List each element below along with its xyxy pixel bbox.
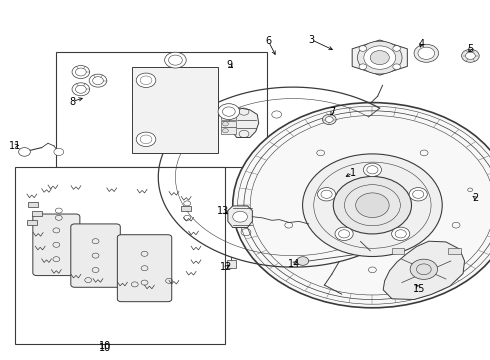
Polygon shape xyxy=(228,206,252,228)
FancyBboxPatch shape xyxy=(118,235,172,302)
Text: 14: 14 xyxy=(288,258,300,269)
Text: 3: 3 xyxy=(308,35,314,45)
Bar xyxy=(448,248,461,254)
Bar xyxy=(15,167,225,344)
Circle shape xyxy=(303,154,442,256)
Circle shape xyxy=(392,227,410,240)
Text: 11: 11 xyxy=(9,141,21,151)
Bar xyxy=(221,127,236,134)
Polygon shape xyxy=(229,108,259,138)
Bar xyxy=(56,52,267,167)
Circle shape xyxy=(233,211,247,222)
Circle shape xyxy=(222,122,228,126)
Bar xyxy=(181,206,191,211)
Text: 15: 15 xyxy=(413,284,425,294)
Polygon shape xyxy=(352,40,407,75)
Text: 7: 7 xyxy=(329,107,335,117)
Circle shape xyxy=(325,117,333,122)
Circle shape xyxy=(359,64,367,69)
Text: 1: 1 xyxy=(350,168,356,178)
FancyBboxPatch shape xyxy=(71,224,121,287)
Circle shape xyxy=(318,188,336,201)
Circle shape xyxy=(414,44,439,62)
Circle shape xyxy=(322,114,336,125)
Circle shape xyxy=(54,148,64,156)
Bar xyxy=(27,220,37,225)
Circle shape xyxy=(218,104,240,120)
Circle shape xyxy=(233,103,490,308)
Text: 9: 9 xyxy=(226,60,232,70)
Circle shape xyxy=(19,148,30,156)
Circle shape xyxy=(363,163,382,176)
Circle shape xyxy=(359,46,367,51)
Bar xyxy=(392,248,404,254)
Text: 10: 10 xyxy=(99,343,111,354)
Circle shape xyxy=(222,108,228,112)
Bar xyxy=(227,260,236,268)
Circle shape xyxy=(462,49,479,62)
Circle shape xyxy=(357,41,402,74)
Circle shape xyxy=(418,47,435,59)
Polygon shape xyxy=(383,241,465,300)
Text: 13: 13 xyxy=(217,206,229,216)
Circle shape xyxy=(136,132,156,147)
Bar xyxy=(32,211,42,216)
Text: 8: 8 xyxy=(70,96,75,107)
Bar xyxy=(221,113,236,120)
Bar xyxy=(28,202,38,207)
Circle shape xyxy=(165,52,186,68)
Text: 10: 10 xyxy=(99,341,111,351)
Text: 6: 6 xyxy=(266,36,271,46)
Circle shape xyxy=(136,73,156,87)
Circle shape xyxy=(409,188,427,201)
Circle shape xyxy=(222,129,228,133)
Bar xyxy=(221,107,236,113)
Circle shape xyxy=(370,51,389,65)
Circle shape xyxy=(466,52,475,59)
Polygon shape xyxy=(132,67,218,153)
Circle shape xyxy=(335,227,353,240)
Text: 12: 12 xyxy=(220,262,233,272)
Text: 2: 2 xyxy=(472,193,478,203)
Circle shape xyxy=(410,259,438,279)
Text: 5: 5 xyxy=(467,44,473,54)
Circle shape xyxy=(364,46,396,69)
Bar xyxy=(221,121,236,127)
Circle shape xyxy=(297,257,309,265)
Circle shape xyxy=(393,64,400,69)
Circle shape xyxy=(333,176,412,234)
Circle shape xyxy=(222,114,228,118)
FancyBboxPatch shape xyxy=(33,214,80,276)
Circle shape xyxy=(356,193,389,217)
Circle shape xyxy=(393,46,400,51)
Text: 4: 4 xyxy=(418,39,424,49)
